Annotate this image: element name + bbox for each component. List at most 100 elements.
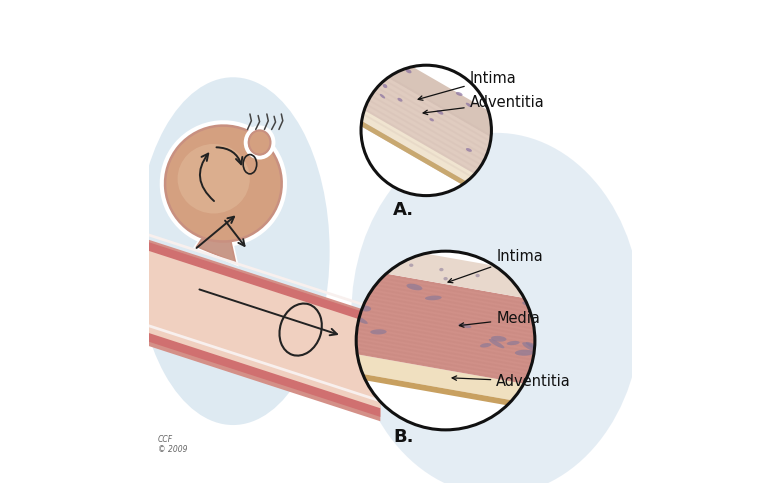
Ellipse shape bbox=[459, 323, 471, 328]
Polygon shape bbox=[115, 266, 780, 385]
Polygon shape bbox=[119, 247, 780, 366]
Ellipse shape bbox=[569, 330, 581, 337]
Polygon shape bbox=[122, 227, 780, 347]
Ellipse shape bbox=[352, 314, 367, 324]
Polygon shape bbox=[171, 0, 674, 283]
Text: Adventitia: Adventitia bbox=[452, 374, 571, 389]
Polygon shape bbox=[116, 258, 780, 377]
Polygon shape bbox=[186, 0, 689, 256]
Polygon shape bbox=[124, 232, 381, 421]
Ellipse shape bbox=[380, 94, 385, 99]
Polygon shape bbox=[120, 235, 780, 355]
Text: CCF
© 2009: CCF © 2009 bbox=[158, 435, 188, 454]
Ellipse shape bbox=[587, 330, 604, 335]
Ellipse shape bbox=[351, 133, 641, 483]
Polygon shape bbox=[181, 0, 684, 265]
Ellipse shape bbox=[409, 264, 413, 267]
Ellipse shape bbox=[341, 338, 356, 342]
Polygon shape bbox=[97, 194, 780, 483]
Text: Adventitia: Adventitia bbox=[423, 95, 544, 114]
Text: A.: A. bbox=[392, 201, 413, 219]
Ellipse shape bbox=[507, 341, 519, 345]
Ellipse shape bbox=[360, 306, 371, 312]
Ellipse shape bbox=[533, 349, 545, 356]
Polygon shape bbox=[166, 0, 669, 291]
Polygon shape bbox=[143, 0, 710, 332]
Polygon shape bbox=[118, 250, 780, 369]
Ellipse shape bbox=[356, 257, 360, 261]
Polygon shape bbox=[112, 281, 778, 400]
Polygon shape bbox=[161, 0, 694, 300]
Polygon shape bbox=[163, 0, 671, 296]
Polygon shape bbox=[111, 292, 777, 412]
Text: Intima: Intima bbox=[418, 71, 516, 100]
Polygon shape bbox=[108, 227, 780, 428]
Polygon shape bbox=[120, 239, 780, 358]
Ellipse shape bbox=[425, 296, 441, 300]
Ellipse shape bbox=[491, 336, 506, 341]
Polygon shape bbox=[117, 254, 780, 373]
Polygon shape bbox=[115, 262, 780, 381]
Polygon shape bbox=[124, 325, 381, 417]
Text: B.: B. bbox=[394, 428, 414, 446]
Ellipse shape bbox=[443, 277, 448, 280]
Ellipse shape bbox=[319, 285, 333, 290]
Polygon shape bbox=[124, 316, 381, 402]
Polygon shape bbox=[189, 0, 701, 252]
Polygon shape bbox=[110, 296, 776, 415]
Ellipse shape bbox=[515, 350, 534, 355]
Polygon shape bbox=[108, 304, 775, 423]
Polygon shape bbox=[113, 277, 779, 397]
Ellipse shape bbox=[522, 342, 539, 352]
Polygon shape bbox=[108, 308, 774, 427]
Ellipse shape bbox=[249, 130, 271, 155]
Ellipse shape bbox=[526, 342, 540, 350]
Ellipse shape bbox=[338, 290, 352, 297]
Ellipse shape bbox=[379, 253, 384, 256]
Ellipse shape bbox=[178, 144, 250, 213]
Polygon shape bbox=[124, 239, 381, 413]
Ellipse shape bbox=[489, 339, 505, 348]
Text: Media: Media bbox=[459, 311, 540, 327]
Polygon shape bbox=[168, 0, 672, 287]
Ellipse shape bbox=[456, 92, 463, 96]
Ellipse shape bbox=[466, 103, 472, 107]
Polygon shape bbox=[127, 113, 780, 318]
Ellipse shape bbox=[517, 280, 522, 283]
Polygon shape bbox=[124, 234, 381, 326]
Ellipse shape bbox=[370, 329, 387, 335]
Ellipse shape bbox=[486, 164, 492, 169]
Ellipse shape bbox=[406, 69, 412, 73]
Polygon shape bbox=[124, 226, 381, 312]
Ellipse shape bbox=[136, 77, 330, 425]
Ellipse shape bbox=[466, 148, 472, 152]
Polygon shape bbox=[174, 0, 676, 278]
Polygon shape bbox=[122, 201, 780, 344]
Polygon shape bbox=[111, 288, 778, 408]
Polygon shape bbox=[114, 273, 780, 393]
Ellipse shape bbox=[430, 118, 434, 121]
Polygon shape bbox=[112, 284, 778, 404]
Polygon shape bbox=[119, 243, 780, 362]
Polygon shape bbox=[197, 239, 236, 262]
Circle shape bbox=[361, 65, 491, 196]
Ellipse shape bbox=[523, 301, 535, 307]
Polygon shape bbox=[176, 0, 679, 274]
Polygon shape bbox=[189, 0, 691, 252]
Polygon shape bbox=[121, 231, 780, 351]
Ellipse shape bbox=[398, 98, 402, 101]
Polygon shape bbox=[109, 300, 775, 419]
Ellipse shape bbox=[383, 84, 388, 88]
Ellipse shape bbox=[437, 110, 443, 114]
Ellipse shape bbox=[349, 312, 360, 316]
Polygon shape bbox=[183, 0, 686, 261]
Polygon shape bbox=[179, 0, 682, 270]
Ellipse shape bbox=[439, 268, 444, 271]
Text: Intima: Intima bbox=[448, 249, 543, 283]
Ellipse shape bbox=[480, 343, 491, 347]
Polygon shape bbox=[105, 311, 774, 446]
Ellipse shape bbox=[406, 284, 423, 290]
Ellipse shape bbox=[165, 126, 282, 242]
Polygon shape bbox=[115, 270, 780, 389]
Ellipse shape bbox=[341, 347, 358, 353]
